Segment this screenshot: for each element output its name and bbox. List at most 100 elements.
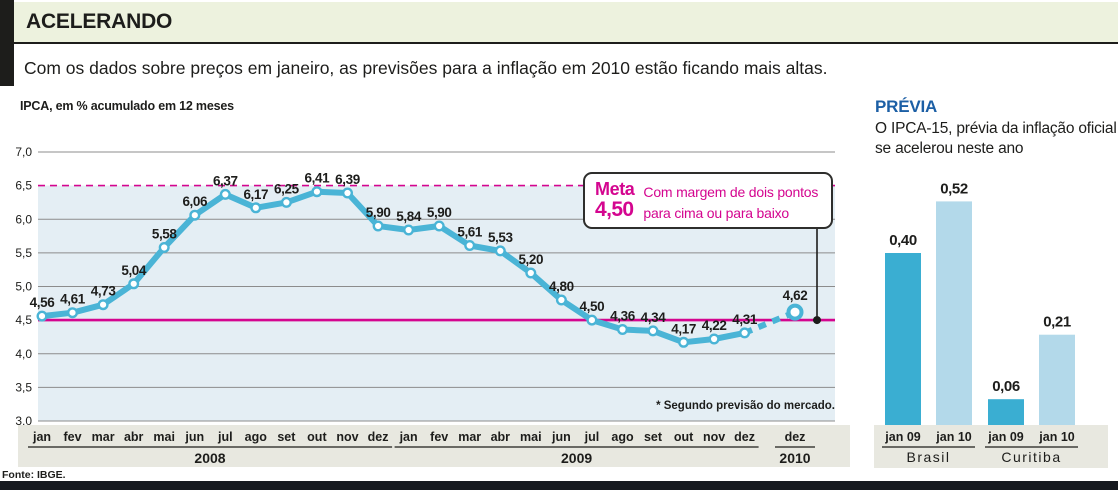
ipca15-bar-chart: 0,40 jan 09 0,52 jan 10 Brasil 0,06 jan 09 0,21… — [874, 180, 1108, 468]
forecast-data-point — [786, 303, 804, 321]
year-label: 2009 — [561, 450, 592, 466]
data-point — [128, 278, 140, 290]
y-tick-label: 3,5 — [15, 380, 32, 394]
value-label: 5,84 — [396, 209, 422, 224]
value-label: 4,73 — [91, 284, 117, 299]
data-point — [66, 307, 78, 319]
forecast-year-label: 2010 — [779, 450, 810, 466]
month-label: nov — [703, 430, 725, 444]
bar — [988, 399, 1024, 425]
source-note: Fonte: IBGE. — [2, 469, 66, 481]
data-point — [617, 323, 629, 335]
bar-value-label: 0,52 — [940, 180, 968, 197]
data-point — [97, 299, 109, 311]
month-label: jan — [399, 430, 418, 444]
value-label: 4,36 — [610, 309, 636, 324]
month-label: dez — [368, 430, 389, 444]
value-label: 5,53 — [488, 230, 514, 245]
data-point — [403, 224, 415, 236]
value-label: 5,04 — [121, 263, 147, 278]
value-label: 6,25 — [274, 181, 300, 196]
data-point — [555, 294, 567, 306]
month-label: fev — [430, 430, 448, 444]
month-label: jun — [551, 430, 571, 444]
forecast-value-label: 4,62 — [783, 288, 808, 303]
bar-x-label: jan 10 — [1038, 430, 1074, 444]
value-label: 4,22 — [702, 318, 727, 333]
y-tick-label: 5,5 — [15, 246, 32, 260]
page-title: ACELERANDO — [26, 10, 173, 33]
data-point — [158, 241, 170, 253]
month-label: jan — [32, 430, 51, 444]
bar — [1039, 334, 1075, 425]
y-tick-label: 4,0 — [15, 347, 32, 361]
value-label: 4,61 — [60, 292, 86, 307]
header-rule — [0, 42, 1118, 44]
data-point — [647, 325, 659, 337]
data-point — [464, 239, 476, 251]
month-label: abr — [124, 430, 144, 444]
x-axis-band — [18, 425, 850, 467]
meta-leader-dot — [813, 316, 821, 325]
forecast-segment — [743, 309, 797, 336]
data-point — [372, 220, 384, 232]
y-tick-label: 6,0 — [15, 212, 32, 226]
y-tick-label: 4,5 — [15, 313, 32, 327]
data-point — [250, 202, 262, 214]
y-tick-label: 6,5 — [15, 179, 32, 193]
meta-left-column: Meta 4,50 — [595, 179, 635, 222]
footnote: * Segundo previsão do mercado. — [656, 400, 835, 412]
month-label: mai — [520, 430, 542, 444]
month-label: nov — [336, 430, 358, 444]
value-label: 6,37 — [213, 173, 238, 188]
value-label: 6,06 — [182, 194, 208, 209]
bar-value-label: 0,21 — [1043, 314, 1071, 331]
month-label: jun — [184, 430, 204, 444]
bar-chart-subtitle: O IPCA-15, prévia da inflação oficial, s… — [875, 120, 1118, 157]
y-tick-label: 3,0 — [15, 414, 32, 428]
month-label: dez — [734, 430, 755, 444]
value-label: 4,34 — [641, 310, 667, 325]
data-point — [708, 333, 720, 345]
month-label: jul — [217, 430, 233, 444]
bottom-accent-bar — [0, 481, 1118, 490]
value-label: 4,56 — [30, 295, 56, 310]
month-label: fev — [63, 430, 81, 444]
bar — [885, 253, 921, 425]
bar-x-label: jan 09 — [987, 430, 1023, 444]
value-label: 4,17 — [671, 321, 696, 336]
value-label: 5,58 — [152, 227, 178, 242]
forecast-month-label: dez — [785, 430, 806, 444]
bar-chart-title: PRÉVIA — [875, 97, 938, 116]
meta-target-value: 4,50 — [595, 198, 634, 222]
y-tick-label: 7,0 — [15, 145, 32, 159]
bar-value-label: 0,06 — [992, 378, 1020, 395]
header-band: ACELERANDO — [0, 2, 1118, 42]
value-label: 6,17 — [243, 187, 268, 202]
value-label: 5,20 — [518, 252, 543, 267]
data-point — [494, 245, 506, 257]
data-point — [280, 196, 292, 208]
month-label: ago — [245, 430, 268, 444]
month-label: abr — [491, 430, 511, 444]
meta-note-line-2: para cima ou para baixo — [643, 205, 790, 221]
month-label: set — [277, 430, 296, 444]
bar-group-label: Curitiba — [1001, 449, 1061, 465]
month-label: jul — [584, 430, 600, 444]
bar-x-label: jan 10 — [935, 430, 971, 444]
month-label: ago — [611, 430, 634, 444]
data-point — [739, 327, 751, 339]
data-point — [525, 267, 537, 279]
year-label: 2008 — [194, 450, 225, 466]
month-label: out — [674, 430, 694, 444]
data-point — [219, 188, 231, 200]
bar-x-label: jan 09 — [884, 430, 920, 444]
data-point — [189, 209, 201, 221]
value-label: 5,90 — [366, 205, 391, 220]
line-chart-unit-label: IPCA, em % acumulado em 12 meses — [20, 99, 234, 113]
data-point — [433, 220, 445, 232]
meta-annotation-box: Meta 4,50 Com margem de dois pontos para… — [583, 172, 833, 229]
value-label: 5,90 — [427, 205, 452, 220]
month-label: mar — [458, 430, 481, 444]
